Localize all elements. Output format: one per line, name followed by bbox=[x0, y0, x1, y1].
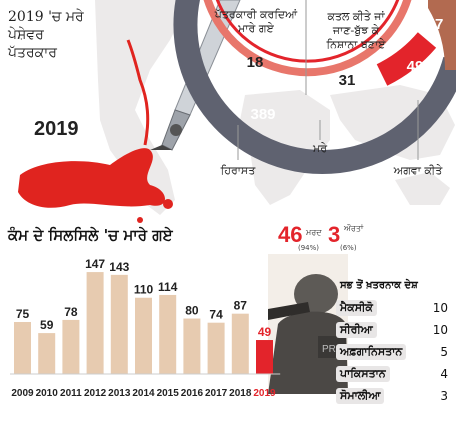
page-title: 2019 'ਚ ਮਰੇ ਪੇਸ਼ੇਵਰ ਪੱਤਰਕਾਰ bbox=[8, 8, 98, 62]
country-row: ਪਾਕਿਸਤਾਨ 4 bbox=[336, 363, 454, 385]
bar-2015 bbox=[159, 294, 177, 374]
bar-2011 bbox=[62, 319, 80, 374]
label-targeted-line-2: ਜਾਣ-ਬੁੱਝ ਕੇ bbox=[332, 24, 380, 37]
bar-2019 bbox=[256, 340, 273, 374]
bar-2014 bbox=[135, 297, 152, 374]
australia-landmass bbox=[395, 172, 450, 205]
year-label: 2019 bbox=[34, 118, 79, 140]
country-name: ਅਫ਼ਗਾਨਿਸਤਾਨ bbox=[336, 344, 407, 360]
label-targeted-line-3: ਨਿਸ਼ਾਨਾ ਬਣਾਏ bbox=[326, 38, 386, 51]
bar-2013 bbox=[110, 274, 128, 374]
ink-trail bbox=[126, 39, 150, 146]
country-name: ਸੀਰੀਆ bbox=[336, 322, 377, 338]
label-targeted: ਕਤਲ ਕੀਤੇ ਜਾਂ ਜਾਣ-ਬੁੱਝ ਕੇ ਨਿਸ਼ਾਨਾ ਬਣਾਏ bbox=[308, 10, 404, 52]
donut-segment-kidnapped bbox=[428, 0, 456, 70]
value-reporting: 18 bbox=[246, 54, 264, 71]
title-line-2: ਪੇਸ਼ੇਵਰ bbox=[8, 27, 44, 43]
title-line-1: 2019 'ਚ ਮਰੇ bbox=[8, 9, 84, 25]
x-tick-label: 2012 bbox=[84, 388, 107, 399]
bar-value-label: 147 bbox=[85, 257, 105, 271]
bar-2017 bbox=[207, 322, 225, 374]
country-row: ਅਫ਼ਗਾਨਿਸਤਾਨ 5 bbox=[336, 341, 454, 363]
donut-chart bbox=[173, 0, 456, 175]
ink-drop bbox=[137, 217, 143, 223]
donut-inner-ring-red bbox=[215, 0, 400, 63]
country-value: 5 bbox=[440, 345, 448, 359]
x-tick-label: 2017 bbox=[205, 388, 228, 399]
bar-value-label: 143 bbox=[109, 260, 129, 274]
country-value: 3 bbox=[440, 389, 448, 403]
country-name: ਮੈਕਸੀਕੋ bbox=[336, 300, 377, 316]
country-value: 10 bbox=[432, 323, 448, 337]
bar-value-label: 75 bbox=[16, 307, 30, 321]
label-reporting-line-2: ਮਾਰੇ ਗਏ bbox=[238, 22, 274, 35]
men-label: ਮਰਦ bbox=[306, 228, 322, 237]
bar-2010 bbox=[38, 333, 56, 374]
women-label: ਔਰਤਾਂ bbox=[344, 224, 364, 233]
donut-segment-killed bbox=[376, 31, 437, 86]
bar-value-label: 78 bbox=[64, 305, 78, 319]
label-detained: ਹਿਰਾਸਤ bbox=[220, 164, 256, 177]
section-subtitle: ਕੰਮ ਦੇ ਸਿਲਸਿਲੇ 'ਚ ਮਾਰੇ ਗਏ bbox=[8, 226, 173, 244]
x-tick-label: 2019 bbox=[253, 388, 276, 399]
dangerous-countries-list: ਸਭ ਤੋਂ ਖ਼ਤਰਨਾਕ ਦੇਸ਼ ਮੈਕਸੀਕੋ 10 ਸੀਰੀਆ 10 ਅਫ਼ਗ… bbox=[336, 280, 454, 407]
country-row: ਮੈਕਸੀਕੋ 10 bbox=[336, 297, 454, 319]
x-tick-label: 2018 bbox=[229, 388, 252, 399]
x-tick-label: 2014 bbox=[132, 388, 155, 399]
donut-inner-ring bbox=[203, 0, 412, 77]
x-tick-label: 2011 bbox=[60, 388, 82, 399]
ink-splash bbox=[18, 148, 165, 208]
bar-value-label: 59 bbox=[40, 318, 54, 332]
country-value: 10 bbox=[432, 301, 448, 315]
photo-text: PRE bbox=[322, 344, 343, 355]
bar-value-label: 87 bbox=[234, 299, 248, 313]
country-value: 4 bbox=[440, 367, 448, 381]
country-name: ਸੋਮਾਲੀਆ bbox=[336, 388, 385, 404]
x-tick-label: 2016 bbox=[181, 388, 204, 399]
x-tick-label: 2013 bbox=[108, 388, 131, 399]
value-kidnapped: 57 bbox=[426, 16, 444, 33]
women-pct: (6%) bbox=[340, 244, 357, 252]
x-tick-label: 2010 bbox=[36, 388, 59, 399]
ink-drop bbox=[163, 199, 173, 209]
bar-value-label: 110 bbox=[134, 283, 154, 297]
countries-heading: ਸਭ ਤੋਂ ਖ਼ਤਰਨਾਕ ਦੇਸ਼ bbox=[340, 280, 418, 291]
title-line-3: ਪੱਤਰਕਾਰ bbox=[8, 45, 57, 61]
label-reporting: ਪੱਤਰਕਾਰੀ ਕਰਦਿਆਂ ਮਾਰੇ ਗਏ bbox=[208, 8, 304, 36]
men-value: 46 bbox=[278, 222, 303, 247]
men-pct: (94%) bbox=[298, 244, 320, 252]
label-killed: ਮਰੇ bbox=[312, 142, 328, 155]
bar-2012 bbox=[86, 272, 104, 374]
women-value: 3 bbox=[328, 222, 341, 247]
bar-value-label: 80 bbox=[185, 304, 199, 318]
bar-chart: 75 2009 59 2010 78 2011 147 2012 143 2013 110 2014 1… bbox=[10, 257, 281, 399]
bar-2016 bbox=[183, 318, 201, 374]
country-name: ਪਾਕਿਸਤਾਨ bbox=[336, 366, 390, 382]
soldier-photo: PRE bbox=[268, 254, 348, 394]
bar-value-label: 74 bbox=[209, 308, 223, 322]
label-reporting-line-1: ਪੱਤਰਕਾਰੀ ਕਰਦਿਆਂ bbox=[214, 8, 298, 21]
value-detained: 389 bbox=[250, 106, 276, 123]
label-targeted-line-1: ਕਤਲ ਕੀਤੇ ਜਾਂ bbox=[327, 10, 385, 23]
x-tick-label: 2009 bbox=[11, 388, 34, 399]
x-tick-label: 2015 bbox=[157, 388, 180, 399]
country-row: ਸੀਰੀਆ 10 bbox=[336, 319, 454, 341]
value-targeted: 31 bbox=[338, 72, 356, 89]
bar-2009 bbox=[14, 322, 31, 374]
bar-value-label: 114 bbox=[158, 280, 178, 294]
donut-segment-detained bbox=[173, 0, 456, 175]
bar-2018 bbox=[231, 313, 249, 374]
country-row: ਸੋਮਾਲੀਆ 3 bbox=[336, 385, 454, 407]
label-kidnapped: ਅਗਵਾ ਕੀਤੇ bbox=[393, 164, 443, 177]
bar-value-label: 49 bbox=[258, 325, 272, 339]
value-killed: 49 bbox=[406, 58, 424, 75]
